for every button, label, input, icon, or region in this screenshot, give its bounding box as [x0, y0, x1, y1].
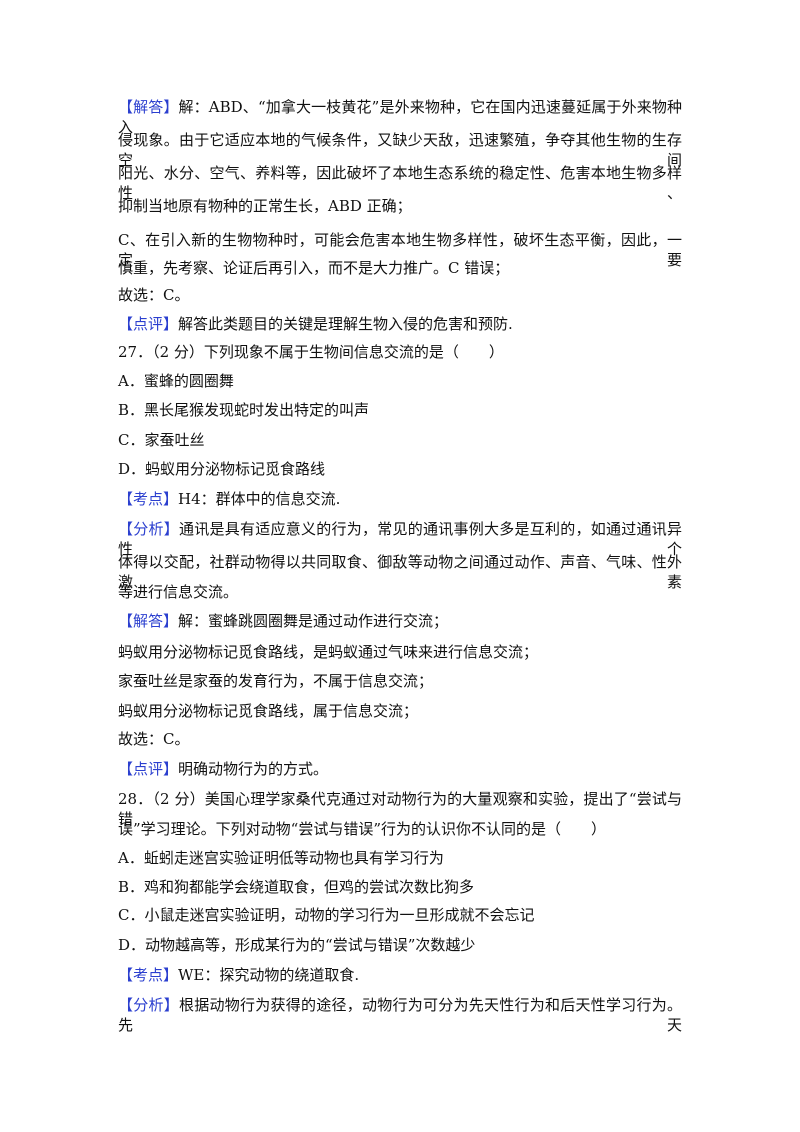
text-line: 【考点】H4：群体中的信息交流. — [118, 489, 682, 509]
line-text: 通讯是具有适应意义的行为，常见的通讯事例大多是互利的，如通过通讯异性个 — [118, 520, 682, 558]
line-text: 家蚕吐丝是家蚕的发育行为，不属于信息交流； — [118, 672, 434, 690]
text-line: 慎重，先考察、论证后再引入，而不是大力推广。C 错误； — [118, 258, 682, 278]
line-text: 蚂蚁用分泌物标记觅食路线，是蚂蚁通过气味来进行信息交流； — [118, 643, 539, 661]
line-text: D．蚂蚁用分泌物标记觅食路线 — [118, 460, 326, 478]
line-text: 蚂蚁用分泌物标记觅食路线，属于信息交流； — [118, 702, 419, 720]
line-text: H4：群体中的信息交流. — [178, 490, 341, 508]
text-line: 【解答】解：蜜蜂跳圆圈舞是通过动作进行交流； — [118, 611, 682, 631]
text-line: D．蚂蚁用分泌物标记觅食路线 — [118, 459, 682, 479]
line-text: 27．（2 分）下列现象不属于生物间信息交流的是（ ） — [118, 343, 504, 361]
line-text: C．小鼠走迷宫实验证明，动物的学习行为一旦形成就不会忘记 — [118, 906, 535, 924]
line-text: 解答此类题目的关键是理解生物入侵的危害和预防. — [178, 315, 513, 333]
text-line: 侵现象。由于它适应本地的气候条件，又缺少天敌，迅速繁殖，争夺其他生物的生存空间 — [118, 130, 682, 170]
line-text: 根据动物行为获得的途径，动物行为可分为先天性行为和后天性学习行为。先天 — [118, 996, 682, 1034]
text-line: 蚂蚁用分泌物标记觅食路线，属于信息交流； — [118, 701, 682, 721]
text-line: 阳光、水分、空气、养料等，因此破坏了本地生态系统的稳定性、危害本地生物多样性、 — [118, 163, 682, 203]
section-tag: 【解答】 — [118, 612, 179, 630]
line-text: 故选：C。 — [118, 286, 190, 304]
section-tag: 【点评】 — [118, 760, 179, 778]
text-line: B．黑长尾猴发现蛇时发出特定的叫声 — [118, 400, 682, 420]
section-tag: 【解答】 — [118, 98, 179, 116]
line-text: 侵现象。由于它适应本地的气候条件，又缺少天敌，迅速繁殖，争夺其他生物的生存空间 — [118, 131, 682, 169]
line-text: 解：蜜蜂跳圆圈舞是通过动作进行交流； — [178, 612, 449, 630]
text-line: 28．（2 分）美国心理学家桑代克通过对动物行为的大量观察和实验，提出了“尝试与… — [118, 789, 682, 829]
line-text: WE：探究动物的绕道取食. — [178, 966, 360, 984]
section-tag: 【考点】 — [118, 490, 179, 508]
line-text: C、在引入新的生物物种时，可能会危害本地生物多样性，破坏生态平衡，因此，一定要 — [118, 231, 682, 269]
line-text: 抑制当地原有物种的正常生长，ABD 正确； — [118, 197, 412, 215]
text-line: C．家蚕吐丝 — [118, 430, 682, 450]
text-line: 故选：C。 — [118, 729, 682, 749]
text-line: 【分析】通讯是具有适应意义的行为，常见的通讯事例大多是互利的，如通过通讯异性个 — [118, 519, 682, 559]
line-text: 阳光、水分、空气、养料等，因此破坏了本地生态系统的稳定性、危害本地生物多样性、 — [118, 164, 682, 202]
text-line: 蚂蚁用分泌物标记觅食路线，是蚂蚁通过气味来进行信息交流； — [118, 642, 682, 662]
text-line: D．动物越高等，形成某行为的“尝试与错误”次数越少 — [118, 935, 682, 955]
text-line: C．小鼠走迷宫实验证明，动物的学习行为一旦形成就不会忘记 — [118, 905, 682, 925]
section-tag: 【点评】 — [118, 315, 179, 333]
line-text: 明确动物行为的方式。 — [178, 760, 329, 778]
line-text: 故选：C。 — [118, 730, 190, 748]
text-line: 27．（2 分）下列现象不属于生物间信息交流的是（ ） — [118, 342, 682, 362]
section-tag: 【分析】 — [118, 996, 179, 1014]
text-line: 【分析】根据动物行为获得的途径，动物行为可分为先天性行为和后天性学习行为。先天 — [118, 995, 682, 1035]
line-text: 误”学习理论。下列对动物“尝试与错误”行为的认识你不认同的是（ ） — [118, 820, 607, 838]
text-line: B．鸡和狗都能学会绕道取食，但鸡的尝试次数比狗多 — [118, 877, 682, 897]
line-text: D．动物越高等，形成某行为的“尝试与错误”次数越少 — [118, 936, 476, 954]
section-tag: 【分析】 — [118, 520, 179, 538]
text-line: 体得以交配，社群动物得以共同取食、御敌等动物之间通过动作、声音、气味、性外激素 — [118, 552, 682, 592]
text-line: A．蚯蚓走迷宫实验证明低等动物也具有学习行为 — [118, 848, 682, 868]
text-line: 误”学习理论。下列对动物“尝试与错误”行为的认识你不认同的是（ ） — [118, 819, 682, 839]
line-text: 等进行信息交流。 — [118, 583, 239, 601]
line-text: B．黑长尾猴发现蛇时发出特定的叫声 — [118, 401, 370, 419]
text-line: 【点评】解答此类题目的关键是理解生物入侵的危害和预防. — [118, 314, 682, 334]
line-text: 解：ABD、“加拿大一枝黄花”是外来物种，它在国内迅速蔓延属于外来物种入 — [118, 98, 682, 136]
text-line: 抑制当地原有物种的正常生长，ABD 正确； — [118, 196, 682, 216]
line-text: A．蜜蜂的圆圈舞 — [118, 372, 234, 390]
text-line: A．蜜蜂的圆圈舞 — [118, 371, 682, 391]
line-text: 体得以交配，社群动物得以共同取食、御敌等动物之间通过动作、声音、气味、性外激素 — [118, 553, 682, 591]
line-text: B．鸡和狗都能学会绕道取食，但鸡的尝试次数比狗多 — [118, 878, 475, 896]
text-line: 【点评】明确动物行为的方式。 — [118, 759, 682, 779]
line-text: A．蚯蚓走迷宫实验证明低等动物也具有学习行为 — [118, 849, 444, 867]
text-line: 家蚕吐丝是家蚕的发育行为，不属于信息交流； — [118, 671, 682, 691]
text-line: 【解答】解：ABD、“加拿大一枝黄花”是外来物种，它在国内迅速蔓延属于外来物种入 — [118, 97, 682, 137]
text-line: 故选：C。 — [118, 285, 682, 305]
section-tag: 【考点】 — [118, 966, 179, 984]
text-line: 【考点】WE：探究动物的绕道取食. — [118, 965, 682, 985]
text-line: C、在引入新的生物物种时，可能会危害本地生物多样性，破坏生态平衡，因此，一定要 — [118, 230, 682, 270]
text-line: 等进行信息交流。 — [118, 582, 682, 602]
line-text: 慎重，先考察、论证后再引入，而不是大力推广。C 错误； — [118, 259, 510, 277]
line-text: C．家蚕吐丝 — [118, 431, 205, 449]
line-text: 28．（2 分）美国心理学家桑代克通过对动物行为的大量观察和实验，提出了“尝试与… — [118, 790, 682, 828]
